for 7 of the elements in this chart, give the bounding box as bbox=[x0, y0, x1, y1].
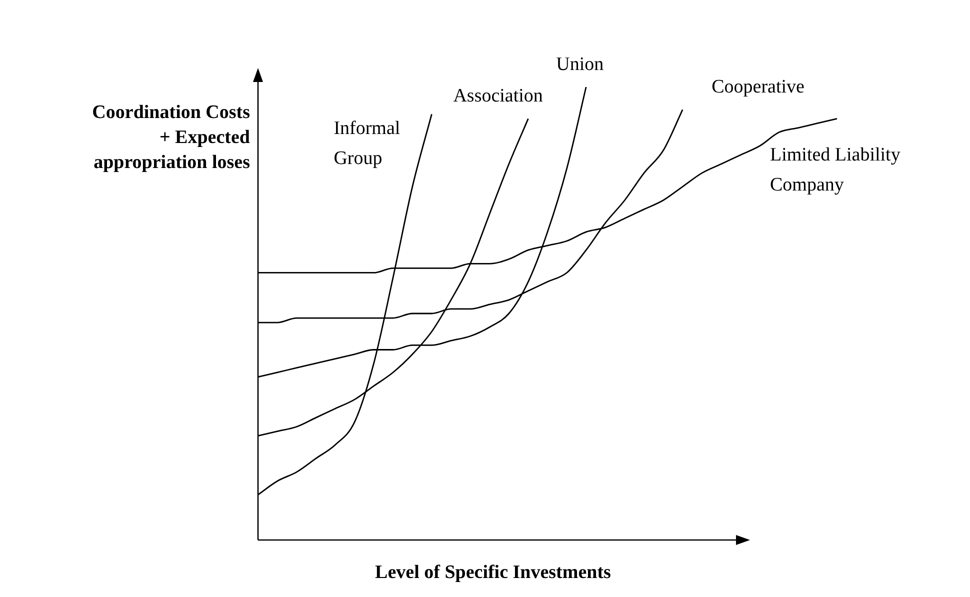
series-label: Cooperative bbox=[712, 76, 804, 98]
series-label: Limited Liability Company bbox=[770, 144, 901, 196]
series-label: Informal Group bbox=[334, 118, 400, 170]
series-label: Union bbox=[556, 54, 604, 75]
y-axis-title: Coordination Costs + Expected appropriation loses bbox=[91, 101, 250, 175]
series-label: Association bbox=[453, 86, 544, 107]
x-axis-title: Level of Specific Investments bbox=[374, 562, 612, 584]
